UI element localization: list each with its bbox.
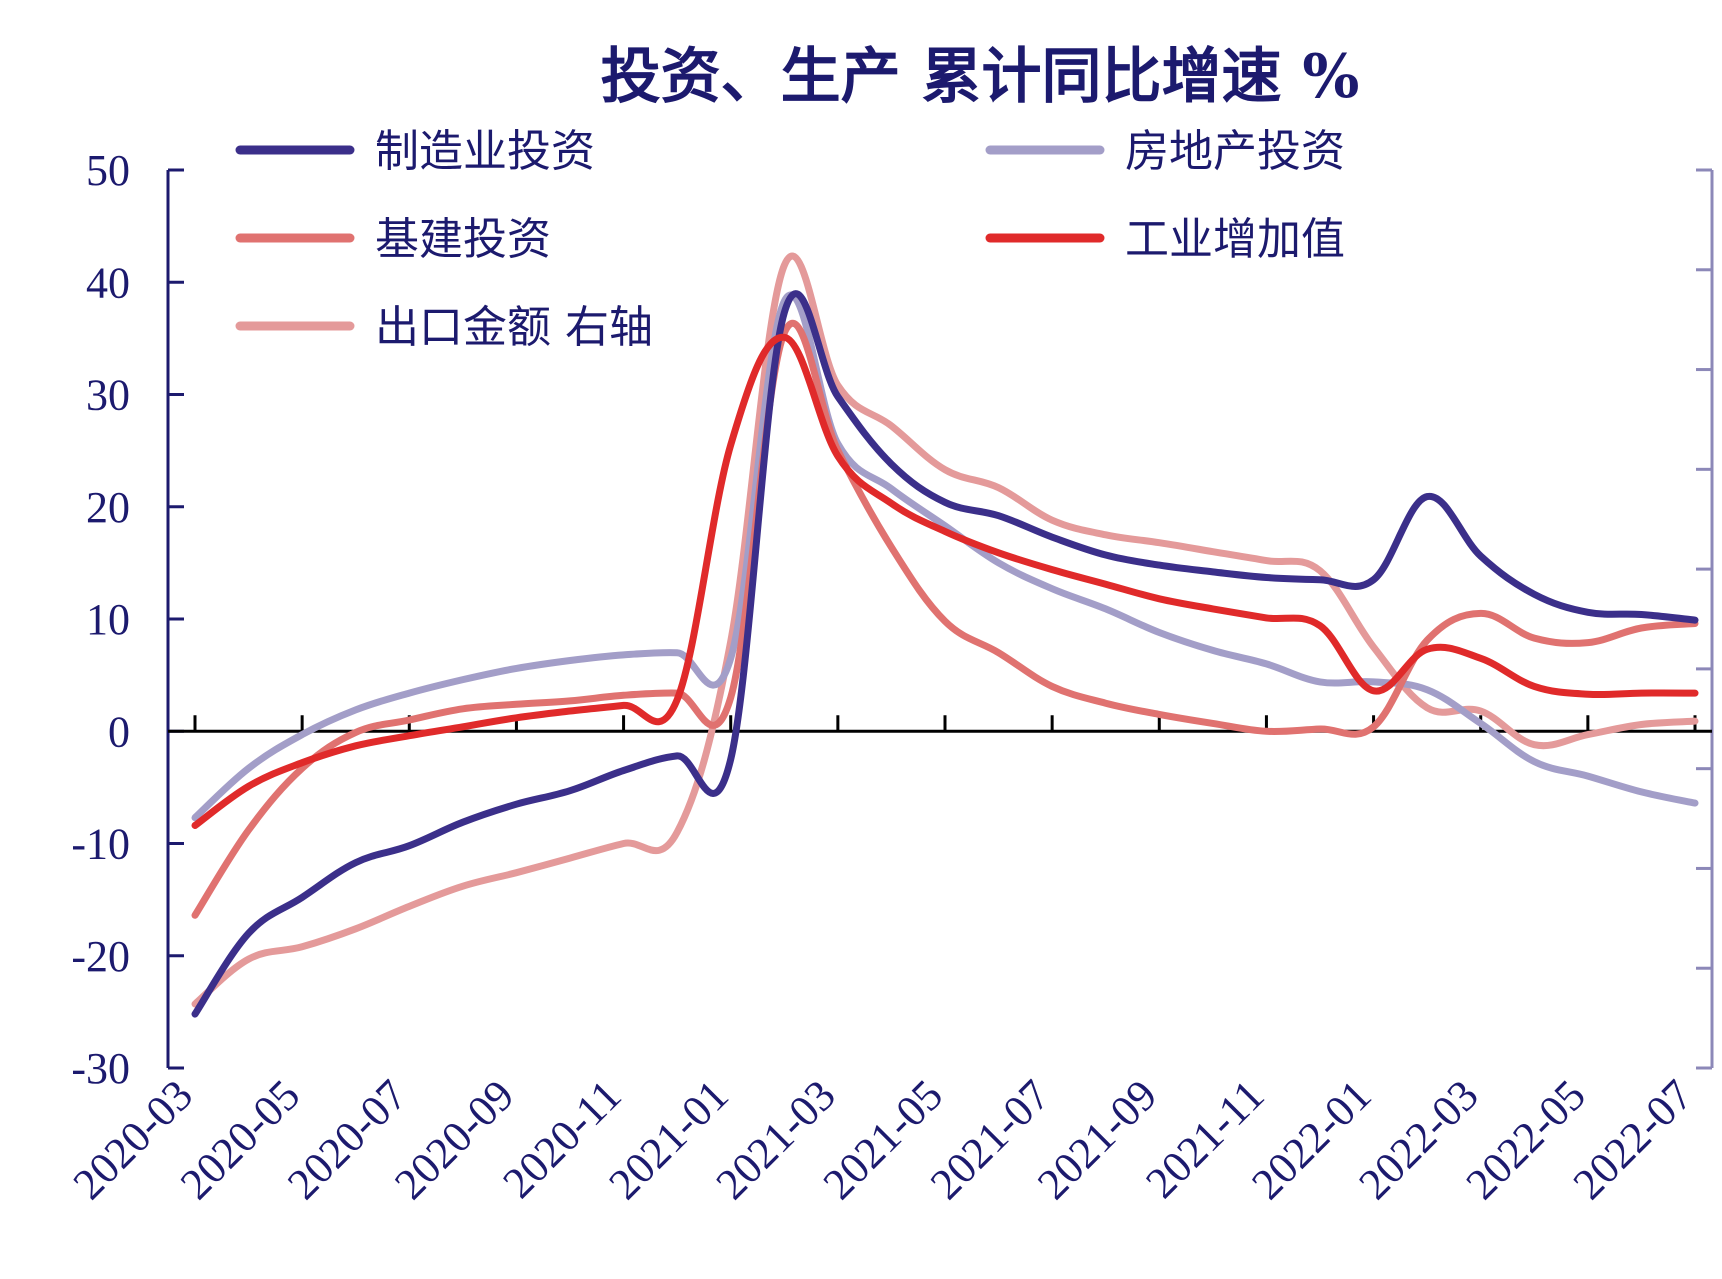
axes: -30-20-10010203040502020-032020-052020-0… (64, 146, 1714, 1209)
y-tick-label: 20 (86, 483, 130, 532)
y-tick-label: 0 (108, 707, 130, 756)
y-tick-label: -20 (71, 932, 130, 981)
x-tick-label: 2021-03 (707, 1070, 845, 1208)
x-tick-label: 2022-07 (1564, 1070, 1702, 1208)
legend-label: 制造业投资 (375, 126, 595, 177)
series-line-0 (191, 290, 1699, 1018)
y-tick-label: -10 (71, 820, 130, 869)
x-tick-label: 2020-05 (171, 1070, 309, 1208)
x-tick-label: 2021-01 (599, 1070, 737, 1208)
y-tick-label: 40 (86, 258, 130, 307)
legend-label: 基建投资 (375, 214, 551, 265)
x-tick-label: 2021-09 (1028, 1070, 1166, 1208)
x-tick-label: 2021-11 (1136, 1070, 1273, 1207)
series-line-2 (191, 319, 1699, 919)
legend-label: 房地产投资 (1125, 126, 1345, 177)
y-tick-label: -30 (71, 1044, 130, 1093)
x-tick-label: 2020-09 (385, 1070, 523, 1208)
series-line-3 (191, 333, 1699, 829)
series-line-4 (191, 252, 1699, 1008)
y-tick-label: 50 (86, 146, 130, 195)
x-tick-label: 2022-01 (1242, 1070, 1380, 1208)
x-tick-label: 2021-07 (921, 1070, 1059, 1208)
legend-label: 出口金额 右轴 (375, 302, 653, 353)
x-tick-label: 2020-07 (278, 1070, 416, 1208)
series-lines (191, 252, 1699, 1018)
y-tick-label: 10 (86, 595, 130, 644)
x-tick-label: 2022-03 (1349, 1070, 1487, 1208)
x-tick-label: 2021-05 (814, 1070, 952, 1208)
chart-title: 投资、生产 累计同比增速 % (601, 42, 1360, 112)
y-tick-label: 30 (86, 371, 130, 420)
x-tick-label: 2020-11 (493, 1070, 630, 1207)
x-tick-label: 2022-05 (1457, 1070, 1595, 1208)
legend-label: 工业增加值 (1125, 214, 1345, 265)
series-line-1 (191, 291, 1699, 822)
